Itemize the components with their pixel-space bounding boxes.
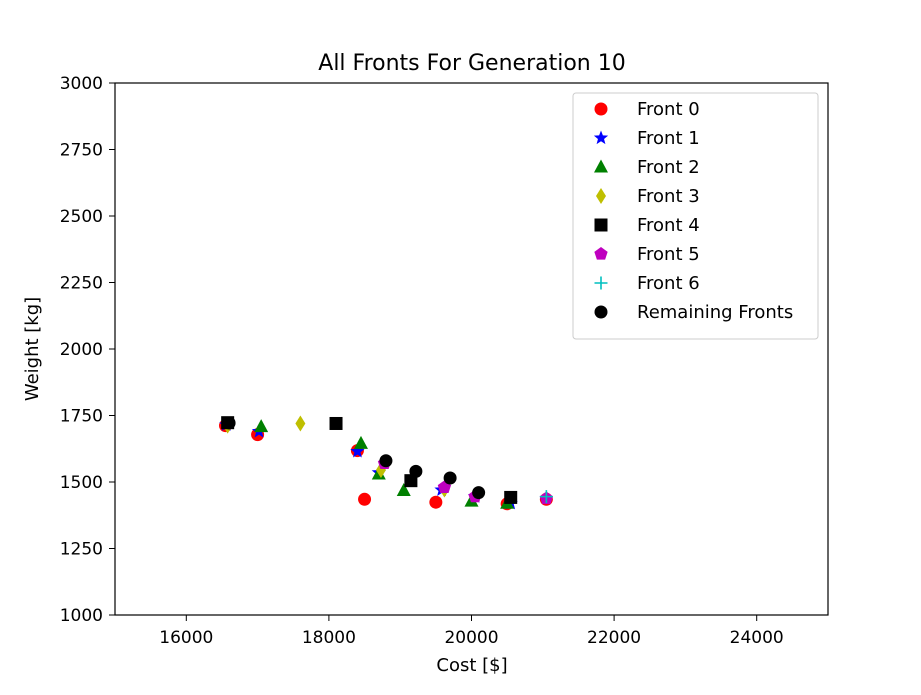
- data-point: [504, 490, 518, 504]
- data-point: [353, 435, 368, 449]
- series-6: [539, 490, 553, 504]
- legend-entry: Front 5: [594, 244, 700, 265]
- y-tick-label: 2250: [60, 274, 103, 294]
- legend-label: Front 0: [637, 99, 700, 120]
- y-tick-label: 3000: [60, 74, 103, 94]
- legend-label: Remaining Fronts: [637, 302, 793, 323]
- data-point: [429, 495, 443, 509]
- series-7: [222, 416, 486, 500]
- data-point: [472, 486, 486, 500]
- x-tick-label: 20000: [444, 628, 498, 648]
- data-point: [254, 419, 269, 433]
- data-point: [409, 464, 423, 478]
- legend-entry: Front 3: [596, 186, 700, 207]
- y-tick-label: 1000: [60, 606, 103, 626]
- legend-marker: [596, 188, 606, 204]
- legend-label: Front 1: [637, 128, 700, 149]
- legend: Front 0 Front 1 Front 2 Front 3 Front 4 Front…: [572, 92, 819, 340]
- legend-box: [572, 92, 819, 340]
- legend-entry: Front 6: [594, 273, 700, 294]
- legend-marker: [594, 276, 608, 290]
- data-point: [379, 454, 393, 468]
- y-tick-label: 1750: [60, 407, 103, 427]
- legend-entry: Front 2: [594, 157, 700, 178]
- legend-marker: [594, 159, 608, 173]
- y-tick-label: 1250: [60, 540, 103, 560]
- x-axis-label: Cost [$]: [436, 655, 507, 676]
- chart-title: All Fronts For Generation 10: [318, 51, 625, 76]
- y-tick-label: 2500: [60, 207, 103, 227]
- data-point: [396, 483, 411, 497]
- legend-entry: Front 4: [594, 215, 700, 236]
- legend-label: Front 6: [637, 273, 700, 294]
- y-tick-label: 1500: [60, 473, 103, 493]
- legend-entry: Front 0: [594, 99, 700, 120]
- data-point: [539, 490, 553, 504]
- legend-marker: [594, 102, 608, 116]
- legend-marker: [594, 218, 608, 232]
- data-point: [222, 416, 236, 430]
- legend-label: Front 5: [637, 244, 700, 265]
- data-markers: [219, 415, 554, 511]
- x-tick-label: 24000: [730, 628, 784, 648]
- x-tick-label: 16000: [159, 628, 213, 648]
- x-axis: 16000 18000 20000 22000 24000: [159, 615, 784, 648]
- data-point: [358, 492, 372, 506]
- legend-entry: Front 1: [593, 128, 700, 149]
- data-point: [443, 471, 457, 485]
- legend-label: Front 2: [637, 157, 700, 178]
- data-point: [295, 415, 306, 432]
- legend-marker: [594, 247, 608, 260]
- legend-entry: Remaining Fronts: [594, 302, 793, 323]
- y-tick-label: 2750: [60, 141, 103, 161]
- y-axis-label: Weight [kg]: [22, 297, 43, 401]
- x-tick-label: 22000: [587, 628, 641, 648]
- legend-label: Front 3: [637, 186, 700, 207]
- y-tick-label: 2000: [60, 340, 103, 360]
- legend-label: Front 4: [637, 215, 700, 236]
- y-axis: 1000 1250 1500 1750 2000 2250 2500 2750 3000: [60, 74, 115, 626]
- data-point: [350, 443, 365, 458]
- legend-marker: [594, 305, 608, 319]
- data-point: [329, 416, 343, 430]
- legend-marker: [593, 130, 609, 145]
- x-tick-label: 18000: [302, 628, 356, 648]
